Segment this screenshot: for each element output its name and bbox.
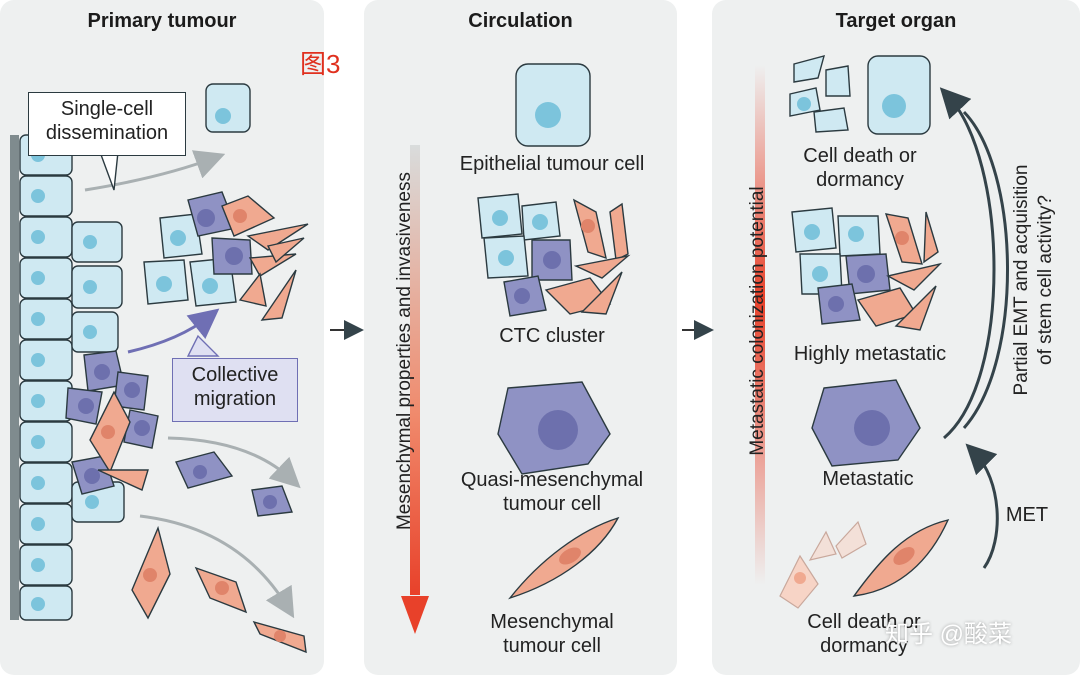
invasiveness-axis-label: Mesenchymal properties and invasiveness [394,141,416,561]
colonization-axis-label: Metastatic colonization potential [747,141,769,501]
partial-line1: Partial EMT and acquisition [1010,130,1034,430]
quasi-line2: tumour cell [430,492,674,516]
dying-dormant-cells-top [790,56,930,134]
partial-emt-label: Partial EMT and acquisition of stem cell… [1010,130,1058,430]
single-cell-line1: Single-cell [29,97,185,121]
death-dormancy-top-label: Cell death or dormancy [780,144,940,192]
mesenchymal-label: Mesenchymal tumour cell [430,610,674,658]
mesenchymal-cell [510,518,618,598]
single-cell-dissemination-label: Single-cell dissemination [28,92,186,156]
collective-line2: migration [173,387,297,411]
death-top-line2: dormancy [780,168,940,192]
epithelial-tumour-cell [516,64,590,146]
collective-migration-label: Collective migration [172,358,298,422]
partial-line2: of stem cell activity? [1034,130,1058,430]
invading-cluster [66,351,158,494]
quasi-mesenchymal-label: Quasi-mesenchymal tumour cell [430,468,674,516]
metastatic-label: Metastatic [780,467,956,491]
single-cell-line2: dissemination [29,121,185,145]
target-arrows [944,96,1008,568]
ctc-cluster-cells [478,194,628,316]
ctc-cluster-label: CTC cluster [430,324,674,348]
epithelial-cell-label: Epithelial tumour cell [430,152,674,176]
mesenchymal-line1: Mesenchymal [430,610,674,634]
watermark: 知乎 @酸菜 [885,614,1012,649]
death-top-line1: Cell death or [780,144,940,168]
figure-label: 图3 [300,44,340,81]
single-cell-callout-tail [100,152,118,190]
mesenchymal-line2: tumour cell [430,634,674,658]
dying-dormant-cells-bottom [780,520,948,608]
basement-membrane [10,135,19,620]
single-cell-escaping [206,84,250,132]
highly-metastatic-cluster [792,208,940,330]
metastatic-cell [812,380,920,466]
highly-metastatic-label: Highly metastatic [770,342,970,366]
met-label: MET [1000,503,1054,527]
disseminated-cells [132,452,306,652]
quasi-line1: Quasi-mesenchymal [430,468,674,492]
collective-line1: Collective [173,363,297,387]
quasi-mesenchymal-cell [498,382,610,474]
collective-cluster [144,192,308,320]
collective-callout-tail [188,336,218,356]
